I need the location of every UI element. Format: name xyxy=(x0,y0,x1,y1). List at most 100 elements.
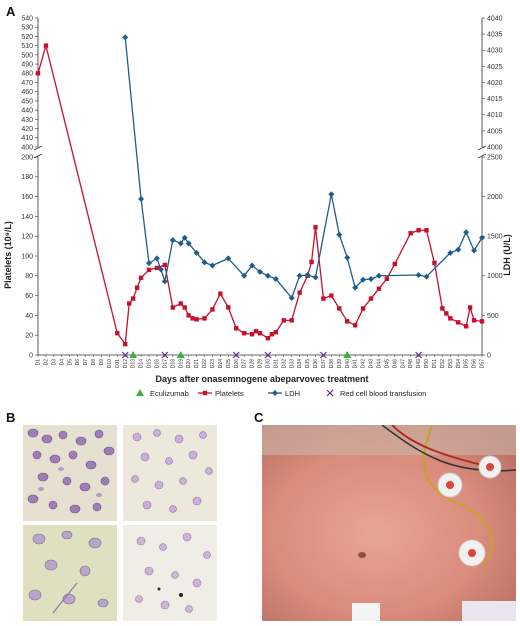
platelets-data-point xyxy=(190,316,195,321)
platelets-data-point xyxy=(43,43,49,48)
legend-symbol-eculizumab xyxy=(136,389,144,396)
x-axis-tick-label: D11 xyxy=(115,359,121,368)
platelets-data-point xyxy=(241,331,247,336)
left-axis-break-mark xyxy=(33,153,43,159)
x-axis-tick-label: D56 xyxy=(472,359,478,368)
left-axis-tick-label: 0 xyxy=(29,352,33,359)
platelets-data-point xyxy=(126,301,132,306)
smear-cells-tl xyxy=(27,428,115,514)
ldh-data-point xyxy=(336,231,343,238)
x-axis-tick-label: D51 xyxy=(432,359,438,368)
ldh-series-line xyxy=(124,37,483,299)
platelets-data-point xyxy=(408,231,413,236)
x-axis-tick-label: D4 xyxy=(59,359,65,366)
right-axis-tick-label: 1500 xyxy=(487,234,503,241)
x-axis-tick-label: D13 xyxy=(131,359,137,368)
chart-series xyxy=(35,34,485,347)
platelets-data-point xyxy=(273,330,279,335)
x-axis-tick-label: D46 xyxy=(392,359,398,368)
x-axis-tick-label: D1 xyxy=(36,359,42,366)
ldh-data-point xyxy=(344,254,351,261)
x-axis-tick-label: D19 xyxy=(178,359,184,368)
platelets-data-point xyxy=(376,286,382,291)
x-axis-tick-label: D39 xyxy=(337,359,343,368)
left-axis-tick-label: 410 xyxy=(21,135,33,142)
right-axis-tick-label: 4040 xyxy=(487,15,503,22)
left-axis-tick-label: 140 xyxy=(21,214,33,221)
left-axis-tick-label: 20 xyxy=(25,333,33,340)
right-axis-tick-label: 4000 xyxy=(487,144,503,151)
ldh-data-point xyxy=(122,34,129,41)
right-axis-break-mark xyxy=(477,145,487,151)
ldh-data-point xyxy=(161,278,168,285)
platelets-data-point xyxy=(182,305,187,310)
chart-event-markers xyxy=(121,351,422,359)
chart-legend: Eculizumab Platelets LDH Red cell blood tra… xyxy=(136,389,426,398)
x-axis-tick-label: D10 xyxy=(107,359,113,368)
x-axis-tick-label: D54 xyxy=(456,359,462,368)
platelets-data-point xyxy=(313,225,318,230)
platelets-data-point xyxy=(130,296,136,301)
platelets-data-point xyxy=(309,259,314,265)
ldh-data-point xyxy=(181,234,188,241)
left-axis-tick-label: 440 xyxy=(21,108,33,115)
platelets-data-point xyxy=(253,329,259,334)
ldh-data-point xyxy=(455,246,462,253)
ldh-data-point xyxy=(328,191,335,198)
ldh-data-point xyxy=(375,272,382,279)
x-axis-tick-label: D2 xyxy=(44,359,50,366)
left-axis-tick-label: 430 xyxy=(21,117,33,124)
right-axis-tick-label: 4020 xyxy=(487,80,503,87)
ldh-data-point xyxy=(241,272,248,279)
right-y-axis-title: LDH (U/L) xyxy=(502,234,512,276)
red-cell-blood-transfusion-marker xyxy=(161,351,169,359)
ldh-data-point xyxy=(479,234,485,241)
right-axis-tick-label: 4010 xyxy=(487,112,503,119)
platelets-data-point xyxy=(281,318,286,323)
platelets-data-point xyxy=(352,323,358,328)
x-axis-tick-label: D3 xyxy=(51,359,57,366)
ldh-data-point xyxy=(225,255,232,262)
red-cell-blood-transfusion-marker xyxy=(232,351,240,359)
ldh-data-point xyxy=(209,262,216,269)
left-axis-tick-label: 500 xyxy=(21,52,33,59)
right-axis-tick-label: 1000 xyxy=(487,273,503,280)
left-axis-tick-label: 400 xyxy=(21,144,33,151)
ldh-data-point xyxy=(415,272,422,279)
platelets-data-point xyxy=(424,228,429,233)
legend-label-platelets: Platelets xyxy=(215,389,244,398)
platelets-series-line xyxy=(37,44,483,345)
ldh-data-point xyxy=(463,229,470,236)
x-axis-tick-label: D31 xyxy=(273,359,279,368)
patient-photo xyxy=(262,425,516,621)
smear-image-top-right xyxy=(123,425,217,521)
left-axis-break-mark xyxy=(33,145,43,151)
ldh-data-point xyxy=(360,276,367,283)
x-axis-tick-label: D40 xyxy=(345,359,351,368)
platelets-data-point xyxy=(194,317,199,322)
platelets-data-point xyxy=(456,320,461,325)
platelets-data-point xyxy=(265,335,271,341)
legend-symbol-ldh xyxy=(272,390,278,396)
platelets-data-point xyxy=(444,311,449,316)
x-axis-tick-label: D53 xyxy=(448,359,454,368)
left-axis-tick-label: 520 xyxy=(21,34,33,41)
right-axis-tick-label: 2500 xyxy=(487,154,503,161)
right-axis-tick-label: 4005 xyxy=(487,128,503,135)
x-axis-tick-label: D34 xyxy=(297,359,303,368)
x-axis-tick-label: D24 xyxy=(218,359,224,368)
x-axis-tick-label: D27 xyxy=(242,359,248,368)
x-axis-tick-label: D8 xyxy=(91,359,97,366)
platelets-data-point xyxy=(234,326,239,331)
legend-symbol-platelets xyxy=(202,390,208,396)
platelets-data-point xyxy=(134,285,140,290)
x-axis-tick-label: D33 xyxy=(289,359,295,368)
left-axis-tick-label: 80 xyxy=(25,273,33,280)
ldh-data-point xyxy=(447,249,454,256)
x-axis-tick-label: D20 xyxy=(186,359,192,368)
right-axis-tick-label: 4015 xyxy=(487,96,503,103)
platelets-data-point xyxy=(321,296,326,301)
platelets-data-point xyxy=(257,331,263,336)
platelets-data-point xyxy=(345,319,350,324)
ldh-data-point xyxy=(193,249,200,256)
